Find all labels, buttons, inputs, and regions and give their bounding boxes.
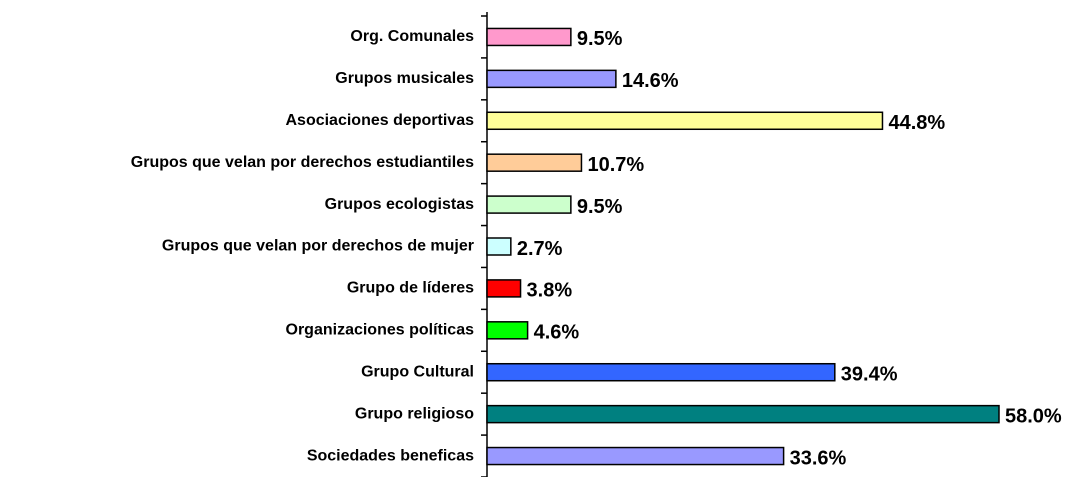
- value-label: 39.4%: [841, 364, 898, 386]
- value-label: 14.6%: [622, 70, 679, 92]
- value-label: 4.6%: [534, 322, 580, 344]
- category-label: Grupos que velan por derechos de mujer: [162, 238, 474, 255]
- category-label: Grupos que velan por derechos estudianti…: [131, 154, 474, 171]
- value-label: 44.8%: [888, 112, 945, 134]
- bar: [486, 153, 583, 172]
- category-label: Asociaciones deportivas: [285, 112, 474, 129]
- bar: [486, 321, 529, 340]
- value-label: 3.8%: [527, 280, 573, 302]
- value-label: 58.0%: [1005, 405, 1062, 427]
- bar: [486, 69, 617, 89]
- bar: [486, 279, 522, 298]
- category-label: Grupos musicales: [335, 70, 474, 87]
- value-label: 10.7%: [587, 154, 644, 176]
- category-label: Sociedades beneficas: [307, 447, 474, 464]
- value-label: 9.5%: [577, 28, 623, 50]
- bar: [486, 404, 1000, 424]
- value-label: 9.5%: [577, 196, 623, 218]
- bar: [486, 446, 785, 466]
- category-label: Grupo de líderes: [347, 280, 474, 297]
- bar: [486, 27, 572, 47]
- bar: [486, 362, 836, 382]
- category-label: Grupo religioso: [355, 405, 474, 422]
- category-label: Grupo Cultural: [361, 363, 474, 380]
- bar: [486, 195, 572, 214]
- category-label: Organizaciones políticas: [286, 322, 475, 339]
- value-label: 2.7%: [517, 238, 563, 260]
- category-label: Org. Comunales: [350, 28, 474, 45]
- value-label: 33.6%: [790, 447, 847, 469]
- category-label: Grupos ecologistas: [325, 196, 474, 213]
- bar: [486, 237, 512, 256]
- bar: [486, 111, 884, 131]
